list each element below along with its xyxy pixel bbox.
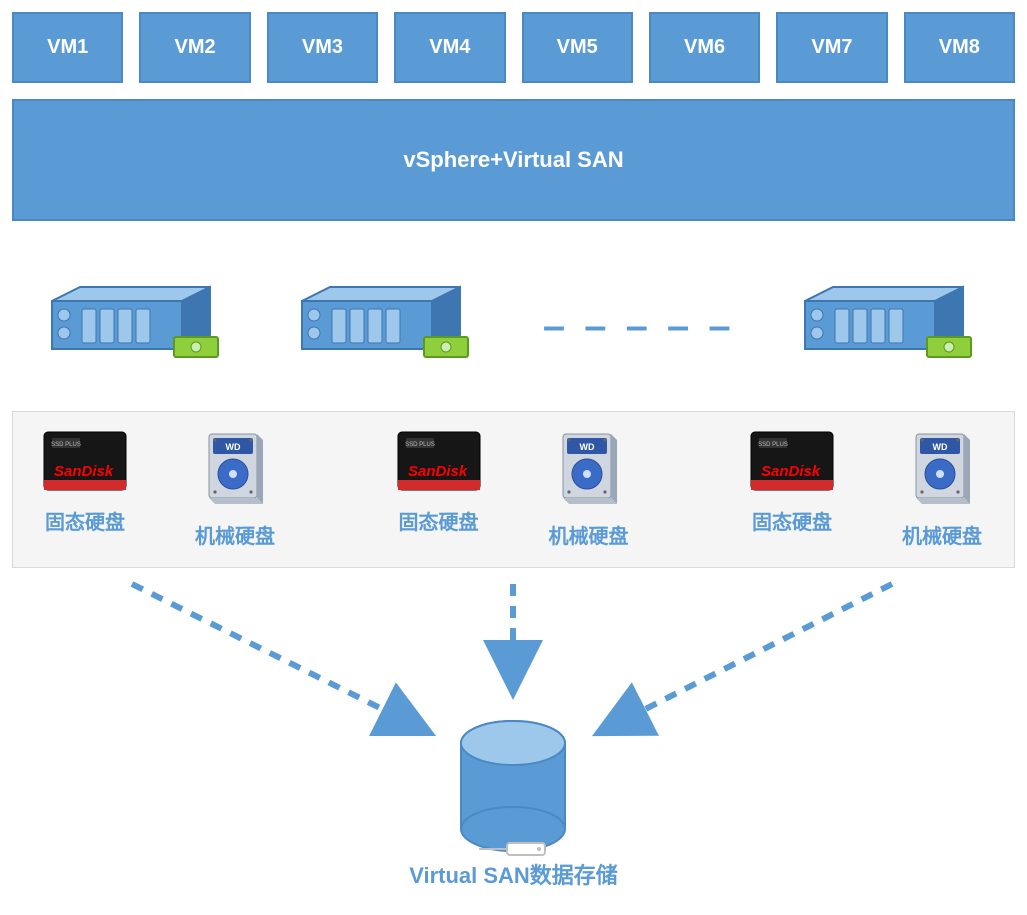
vm-box: VM6 (649, 12, 760, 83)
hdd-label: 机械硬盘 (882, 520, 1002, 549)
svg-text:SSD PLUS: SSD PLUS (758, 442, 788, 448)
svg-text:SSD PLUS: SSD PLUS (405, 442, 435, 448)
ssd-icon: SSD PLUS SanDisk (732, 430, 852, 492)
ellipsis-icon: – – – – – (543, 318, 735, 334)
hdd-icon: WD (882, 430, 1002, 506)
server-icon (795, 281, 985, 371)
ssd-label: 固态硬盘 (25, 506, 145, 535)
vm-box: VM8 (904, 12, 1015, 83)
storage-panel: SSD PLUS SanDisk 固态硬盘 WD 机械硬盘 SSD PLUS S… (12, 411, 1015, 568)
vm-box: VM7 (776, 12, 887, 83)
ssd-icon: SSD PLUS SanDisk (379, 430, 499, 492)
svg-text:SanDisk: SanDisk (761, 463, 821, 480)
svg-text:SSD PLUS: SSD PLUS (51, 442, 81, 448)
ssd-label: 固态硬盘 (732, 506, 852, 535)
ssd-item: SSD PLUS SanDisk 固态硬盘 (25, 430, 145, 549)
storage-group: SSD PLUS SanDisk 固态硬盘 WD 机械硬盘 (732, 430, 1002, 549)
svg-text:SanDisk: SanDisk (54, 463, 114, 480)
vm-row: VM1 VM2 VM3 VM4 VM5 VM6 VM7 VM8 (12, 12, 1015, 83)
svg-text:WD: WD (579, 442, 594, 452)
hdd-icon: WD (529, 430, 649, 506)
arrows-svg (12, 588, 1015, 848)
server-icon (292, 281, 482, 371)
vsan-bar: vSphere+Virtual SAN (12, 99, 1015, 221)
vm-box: VM1 (12, 12, 123, 83)
vm-box: VM5 (522, 12, 633, 83)
convergence-area (12, 588, 1015, 848)
datastore-label: Virtual SAN数据存储 (12, 858, 1015, 890)
hdd-item: WD 机械硬盘 (882, 430, 1002, 549)
vm-box: VM4 (394, 12, 505, 83)
server-icon (42, 281, 232, 371)
hdd-label: 机械硬盘 (529, 520, 649, 549)
hdd-item: WD 机械硬盘 (529, 430, 649, 549)
storage-group: SSD PLUS SanDisk 固态硬盘 WD 机械硬盘 (379, 430, 649, 549)
svg-text:WD: WD (226, 442, 241, 452)
svg-text:WD: WD (933, 442, 948, 452)
ssd-item: SSD PLUS SanDisk 固态硬盘 (379, 430, 499, 549)
hdd-icon: WD (175, 430, 295, 506)
ssd-label: 固态硬盘 (379, 506, 499, 535)
vm-box: VM2 (139, 12, 250, 83)
hdd-label: 机械硬盘 (175, 520, 295, 549)
storage-group: SSD PLUS SanDisk 固态硬盘 WD 机械硬盘 (25, 430, 295, 549)
hdd-item: WD 机械硬盘 (175, 430, 295, 549)
servers-row: – – – – – (12, 281, 1015, 411)
ssd-icon: SSD PLUS SanDisk (25, 430, 145, 492)
vm-box: VM3 (267, 12, 378, 83)
datastore-cylinder-icon (461, 721, 565, 851)
ssd-item: SSD PLUS SanDisk 固态硬盘 (732, 430, 852, 549)
svg-text:SanDisk: SanDisk (408, 463, 468, 480)
